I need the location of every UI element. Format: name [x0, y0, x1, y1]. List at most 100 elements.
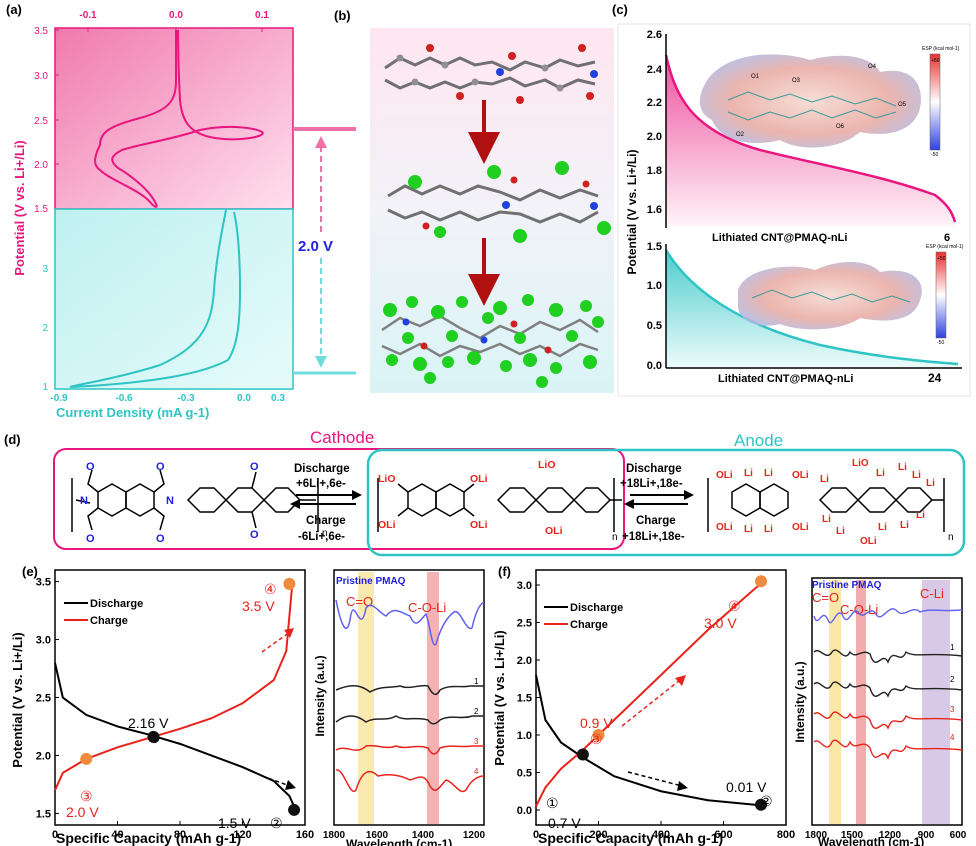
x-tick-label: 800: [777, 829, 795, 841]
panel-a-bottom-plot: [54, 208, 294, 390]
ir-x-tick-f: 900: [918, 830, 935, 841]
co-highlight-f: [829, 580, 841, 824]
li-label: Li: [898, 462, 907, 473]
ir-marker-f: 4: [950, 733, 955, 742]
panel-c-bottom-tick: 0.0: [647, 360, 662, 372]
ir-marker-f: 2: [950, 675, 955, 684]
point-3-symbol-e: ③: [80, 788, 93, 804]
esp-max-bottom: +50: [937, 256, 946, 262]
li-label: Li: [926, 478, 935, 489]
ir-spectrum-2-e: [335, 715, 484, 725]
panel-label-b: (b): [334, 8, 351, 23]
panel-a-top-plot: [54, 27, 294, 210]
arrow2-charge: Charge: [636, 515, 676, 527]
voltage-gap-label: 2.0 V: [298, 238, 333, 255]
ir-x-tick-e: 1200: [463, 830, 486, 841]
li-label: OLi: [792, 522, 809, 533]
svg-text:O5: O5: [898, 102, 907, 108]
legend-charge-label: Charge: [90, 615, 128, 627]
oli-label: OLi: [470, 473, 488, 485]
panel-f-x-label: Specific Capacity (mAh g-1): [538, 830, 723, 846]
ir-x-tick-f: 1200: [879, 830, 902, 841]
panel-label-d: (d): [4, 432, 21, 447]
panel-a-anode-cv-curve: [69, 209, 242, 388]
li-label: Li: [878, 522, 887, 533]
panel-a-y-tick: 2.5: [34, 116, 48, 127]
y-tick-label: 2.0: [517, 655, 532, 667]
panel-a-y-tick: 1.5: [34, 204, 48, 215]
ir-pristine-title-e: Pristine PMAQ: [336, 576, 406, 587]
panel-a-top-tick: 0.0: [169, 10, 183, 21]
ir-co-label-f: C=O: [812, 590, 839, 605]
state-point-1: [576, 748, 589, 761]
panel-c-bottom-caption: Lithiated CNT@PMAQ-nLi: [718, 373, 853, 385]
panel-a-x-tick: 0.3: [271, 393, 285, 404]
panel-c-bottom-tick: 0.5: [647, 320, 662, 332]
state-point-4: [755, 575, 767, 588]
panel-c-bottom-curve: [664, 249, 959, 366]
arrow2-discharge-ions: +18Li+,18e-: [620, 478, 683, 490]
ir-spectrum-1-e: [335, 684, 484, 696]
li-label: Li: [912, 470, 921, 481]
ir-x-tick-f: 1800: [805, 830, 828, 841]
state-point-4: [283, 577, 296, 590]
svg-text:O4: O4: [868, 64, 877, 70]
ir-marker-e: 2: [474, 707, 479, 716]
panel-a-y-tick: 3.5: [34, 26, 48, 37]
panel-f-y-label: Potential (V vs. Li+/Li): [492, 630, 507, 765]
ir-y-label-e: Intensity (a.u.): [313, 655, 327, 736]
panel-c-bottom-tick: 1.0: [647, 280, 662, 292]
cli-highlight-f: [922, 580, 950, 824]
ir-y-label-f: Intensity (a.u.): [793, 661, 807, 742]
ir-spectrum-3-e: [335, 744, 484, 755]
panel-c-top-fill: [666, 55, 955, 226]
lio-label: LiO: [378, 473, 396, 485]
panel-c-top-curve: [664, 54, 957, 223]
panel-e-x-label: Specific Capacity (mAh g-1): [56, 830, 241, 846]
panel-label-c: (c): [612, 2, 628, 17]
ir-spectrum-4-f: [813, 739, 963, 760]
li-label: OLi: [860, 536, 877, 547]
ir-marker-f: 3: [950, 705, 955, 714]
y-tick-label: 3.5: [36, 577, 51, 589]
li-label: Li: [764, 524, 773, 535]
panel-a-x-tick: -0.6: [115, 393, 133, 404]
point-4-label-f: 3.0 V: [704, 615, 737, 631]
panel-e-charge-arrow-head: [284, 628, 294, 638]
legend-discharge-label: Discharge: [90, 598, 143, 610]
ir-co-label-e: C=O: [346, 594, 373, 609]
arrow2-charge-ions: +18Li+,18e-: [622, 531, 685, 543]
pristine-o-atom: O: [156, 533, 165, 545]
esp-colorbar-top: [929, 53, 941, 151]
arrow1-charge-ions: -6Li+,6e-: [298, 531, 345, 543]
lithiated-24-polymer-structure: [707, 478, 945, 532]
panel-a-top-tick: -0.1: [79, 10, 97, 21]
panel-a-x-tick: 0.0: [237, 393, 251, 404]
ir-marker-f: 1: [950, 643, 955, 652]
panel-c-bottom-n: 24: [928, 371, 942, 385]
discharge-curve: [535, 674, 765, 808]
ir-x-label-f: Wavelength (cm-1): [818, 835, 924, 846]
esp-map-top: O1 O2 O3 O4 O5 O6: [699, 54, 921, 148]
x-tick-label: 120: [233, 829, 251, 841]
panel-c-top-caption: Lithiated CNT@PMAQ-nLi: [712, 232, 847, 244]
panel-e-discharge-arrow-head: [285, 780, 296, 790]
esp-label-bottom: ESP (kcal mol-1): [926, 244, 964, 250]
panel-a-y-tick: 1: [42, 382, 48, 393]
point-4-label-e: 3.5 V: [242, 598, 275, 614]
ir-coli-label-e: C-O-Li: [408, 600, 446, 615]
ir-cli-label-f: C-Li: [920, 586, 944, 601]
cathode-label: Cathode: [310, 428, 374, 447]
state-point-3: [80, 752, 93, 765]
anode-box: [366, 448, 966, 557]
panel-e-y-label: Potential (V vs. Li+/Li): [10, 632, 25, 767]
point-1-symbol-f: ①: [546, 795, 559, 811]
panel-c-bottom-fill: [666, 250, 958, 367]
arrow2-discharge: Discharge: [626, 463, 682, 475]
point-4-symbol-e: ④: [264, 581, 277, 597]
ir-x-tick-f: 1500: [841, 830, 864, 841]
y-tick-label: 1.5: [36, 808, 51, 820]
arrow1-discharge-ions: +6Li+,6e-: [296, 478, 346, 490]
polymer-n-subscript: n: [322, 528, 328, 539]
panel-c-top-tick: 2.2: [647, 97, 662, 109]
